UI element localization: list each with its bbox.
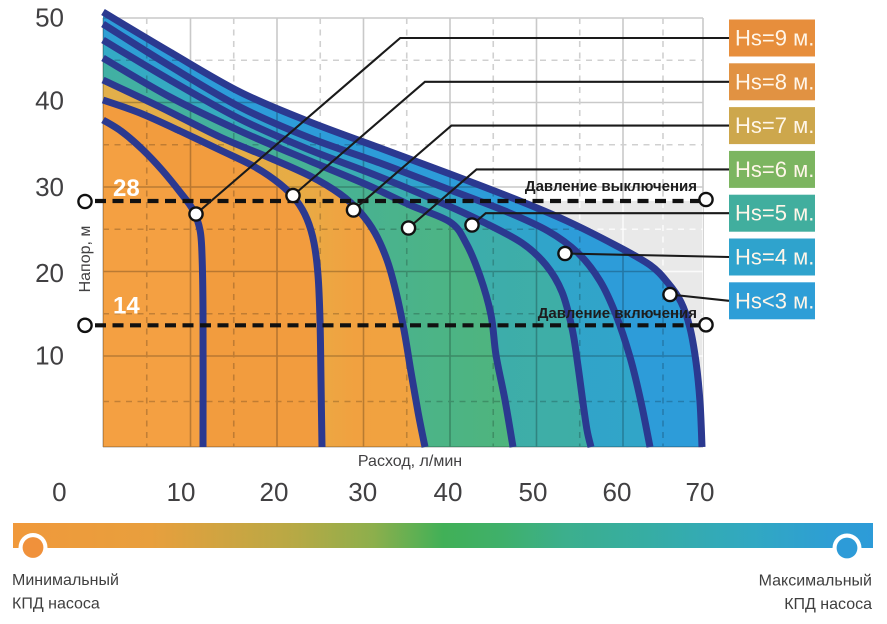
svg-text:КПД насоса: КПД насоса	[12, 596, 100, 613]
svg-text:Максимальный: Максимальный	[759, 573, 872, 590]
svg-text:70: 70	[686, 477, 715, 507]
svg-text:28: 28	[113, 175, 140, 202]
svg-text:50: 50	[519, 477, 548, 507]
svg-text:Hs=6 м.: Hs=6 м.	[735, 157, 814, 182]
svg-text:0: 0	[52, 477, 66, 507]
svg-text:40: 40	[35, 85, 64, 115]
svg-text:50: 50	[35, 3, 64, 33]
svg-text:Напор, м: Напор, м	[77, 226, 94, 293]
svg-text:14: 14	[113, 293, 140, 320]
svg-text:Hs=7 м.: Hs=7 м.	[735, 113, 814, 138]
svg-text:Hs=4 м.: Hs=4 м.	[735, 245, 814, 270]
svg-text:60: 60	[603, 477, 632, 507]
svg-text:Минимальный: Минимальный	[12, 572, 119, 589]
svg-text:20: 20	[260, 477, 289, 507]
svg-text:Давление выключения: Давление выключения	[525, 178, 697, 195]
svg-text:Давление включения: Давление включения	[538, 305, 697, 322]
svg-text:10: 10	[167, 477, 196, 507]
svg-text:Hs=9 м.: Hs=9 м.	[735, 26, 814, 51]
svg-text:10: 10	[35, 340, 64, 370]
svg-text:20: 20	[35, 258, 64, 288]
svg-text:30: 30	[348, 477, 377, 507]
svg-text:Hs<3 м.: Hs<3 м.	[735, 288, 814, 313]
svg-text:30: 30	[35, 172, 64, 202]
svg-text:Расход, л/мин: Расход, л/мин	[358, 453, 462, 470]
svg-text:Hs=5 м.: Hs=5 м.	[735, 201, 814, 226]
svg-text:КПД насоса: КПД насоса	[784, 596, 872, 613]
svg-text:Hs=8 м.: Hs=8 м.	[735, 69, 814, 94]
svg-text:40: 40	[434, 477, 463, 507]
